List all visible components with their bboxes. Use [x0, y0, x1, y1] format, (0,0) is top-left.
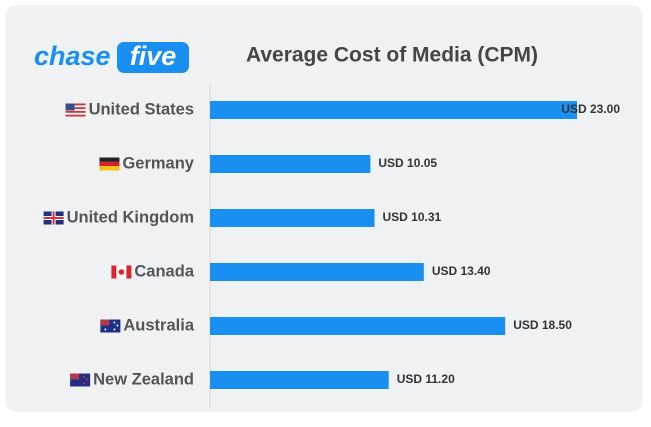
logo-box	[117, 42, 189, 73]
bar	[210, 209, 375, 227]
logo-text: chase	[34, 41, 111, 71]
flag	[99, 157, 120, 162]
flag	[70, 373, 80, 380]
value-label: USD 23.00	[561, 102, 620, 116]
flag	[65, 103, 86, 106]
value-label: USD 11.20	[397, 372, 455, 386]
category-label: Germany	[122, 154, 194, 172]
flag	[52, 211, 55, 225]
flag	[113, 328, 116, 331]
value-label: USD 10.31	[383, 210, 442, 224]
flag	[126, 265, 132, 279]
flag	[99, 166, 120, 171]
flag	[118, 269, 125, 275]
value-label: USD 10.05	[378, 156, 437, 170]
category-label: Canada	[134, 262, 194, 280]
flag	[113, 321, 116, 324]
bar	[210, 371, 389, 389]
category-label: United Kingdom	[67, 208, 194, 226]
flag	[83, 382, 86, 385]
flag	[65, 103, 75, 111]
value-label: USD 13.40	[432, 264, 491, 278]
category-label: United States	[89, 100, 194, 118]
flag	[104, 328, 107, 331]
bar	[210, 101, 577, 119]
value-label: USD 18.50	[513, 318, 572, 332]
bar	[210, 155, 371, 173]
chart-title: Average Cost of Media (CPM)	[246, 44, 538, 67]
flag	[100, 319, 110, 326]
category-label: Australia	[123, 316, 194, 334]
flag	[116, 324, 119, 327]
flag	[65, 110, 86, 113]
category-label: New Zealand	[93, 370, 194, 388]
flag	[65, 114, 86, 117]
flag	[86, 378, 89, 381]
logo-text: five	[130, 41, 177, 71]
bar	[210, 317, 506, 335]
bar	[210, 263, 424, 281]
flag	[111, 265, 117, 279]
flag	[65, 107, 86, 110]
flag	[83, 375, 86, 378]
flag	[99, 161, 120, 167]
